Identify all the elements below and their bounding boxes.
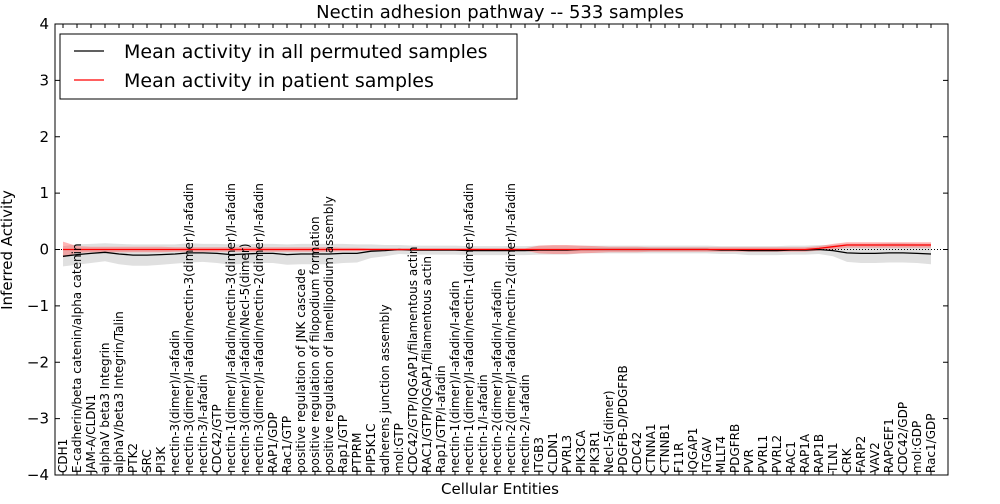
x-tick-label: mol:GDP bbox=[910, 421, 924, 473]
x-tick-label: VAV2 bbox=[868, 442, 882, 473]
x-tick-label: nectin-1(dimer)/I-afadin/I-afadin bbox=[448, 281, 462, 473]
x-tick-label: ITGAV bbox=[700, 436, 714, 473]
y-axis-label: Inferred Activity bbox=[0, 190, 16, 310]
x-tick-label: TLN1 bbox=[826, 442, 840, 474]
x-tick-label: PVR bbox=[742, 449, 756, 473]
x-tick-label: RAP1B bbox=[812, 434, 826, 473]
x-tick-label: nectin-1/I-afadin bbox=[476, 374, 490, 473]
x-tick-label: PDGFRB bbox=[728, 424, 742, 473]
x-tick-label: RAP1A bbox=[798, 433, 812, 473]
x-tick-label: Rap1/GTP bbox=[336, 415, 350, 473]
x-tick-label: alphaV beta3 Integrin bbox=[98, 342, 112, 473]
y-tick-label: −4 bbox=[27, 466, 49, 484]
x-tick-label: Necl-5(dimer) bbox=[602, 390, 616, 473]
x-tick-label: F11R bbox=[672, 442, 686, 473]
x-tick-label: PI3K bbox=[154, 446, 168, 473]
x-tick-label: nectin-2(dimer)/I-afadin/nectin-2(dimer)… bbox=[504, 183, 518, 473]
x-tick-label: nectin-3(dimer)/I-afadin bbox=[168, 330, 182, 473]
x-tick-label: RAC1/GTP/IQGAP1/filamentous actin bbox=[420, 256, 434, 473]
legend-label-patient: Mean activity in patient samples bbox=[124, 70, 434, 92]
x-tick-label: positive regulation of filopodium format… bbox=[308, 216, 322, 473]
x-tick-label: RAPGEF1 bbox=[882, 418, 896, 473]
x-tick-label: PIK3CA bbox=[574, 429, 588, 473]
series-lines bbox=[55, 244, 948, 257]
axes: −4 −3 −2 −1 0 1 2 3 4 bbox=[27, 15, 949, 484]
x-tick-label: nectin-1(dimer)/I-afadin/nectin-3(dimer)… bbox=[224, 183, 238, 473]
x-tick-label: CLDN1 bbox=[546, 432, 560, 473]
x-tick-label: CTNNA1 bbox=[644, 423, 658, 473]
x-tick-label: IQGAP1 bbox=[686, 428, 700, 473]
y-tick-label: −1 bbox=[27, 297, 49, 315]
x-axis-label: Cellular Entities bbox=[441, 480, 559, 498]
x-tick-label: CTNNB1 bbox=[658, 423, 672, 473]
series-line-permuted bbox=[62, 248, 932, 257]
x-tick-labels: CDH1 E-cadherin/beta catenin/alpha cateni… bbox=[56, 183, 938, 474]
x-tick-label: ITGB3 bbox=[532, 437, 546, 473]
y-tick-label: −2 bbox=[27, 353, 49, 371]
legend: Mean activity in all permuted samples Mea… bbox=[59, 33, 518, 100]
x-tick-label: nectin-2/I-afadin bbox=[518, 374, 532, 473]
x-tick-label: PIK3R1 bbox=[588, 431, 602, 473]
x-tick-label: SRC bbox=[140, 449, 154, 473]
x-tick-label: CRK bbox=[840, 447, 854, 473]
x-tick-label: nectin-2(dimer)/I-afadin/I-afadin bbox=[490, 281, 504, 473]
y-tick-label: 3 bbox=[39, 71, 49, 89]
x-tick-label: CDC42/GTP/IQGAP1/filamentous actin bbox=[406, 247, 420, 473]
x-tick-label: RAP1/GDP bbox=[266, 412, 280, 473]
x-tick-label: positive regulation of JNK cascade bbox=[294, 269, 308, 473]
x-tick-label: nectin-3(dimer)/I-afadin/Necl-5(dimer) bbox=[238, 243, 252, 473]
x-tick-label: Rac1/GTP bbox=[280, 416, 294, 473]
x-tick-label: mol:GTP bbox=[392, 423, 406, 473]
x-tick-label: E-cadherin/beta catenin/alpha catenin bbox=[70, 243, 84, 473]
x-tick-label: alphaV/beta3 Integrin/Talin bbox=[112, 311, 126, 473]
x-tick-label: JAM-A/CLDN1 bbox=[84, 394, 98, 474]
x-tick-label: nectin-3(dimer)/I-afadin/nectin-2(dimer)… bbox=[252, 183, 266, 473]
x-tick-label: adherens junction assembly bbox=[378, 304, 392, 473]
x-tick-label: FARP2 bbox=[854, 436, 868, 473]
x-tick-label: CDH1 bbox=[56, 439, 70, 473]
x-tick-label: PIP5K1C bbox=[364, 423, 378, 473]
x-tick-label: nectin-3(dimer)/I-afadin/nectin-3(dimer)… bbox=[182, 183, 196, 473]
chart-title: Nectin adhesion pathway -- 533 samples bbox=[316, 2, 684, 23]
x-tick-label: PDGFB-D/PDGFRB bbox=[616, 365, 630, 473]
x-tick-label: PVRL2 bbox=[770, 435, 784, 473]
x-tick-label: MLLT4 bbox=[714, 436, 728, 473]
x-tick-label: nectin-3/I-afadin bbox=[196, 374, 210, 473]
x-tick-label: CDC42 bbox=[630, 432, 644, 473]
x-tick-label: nectin-1(dimer)/I-afadin/nectin-1(dimer)… bbox=[462, 183, 476, 473]
legend-label-permuted: Mean activity in all permuted samples bbox=[124, 41, 487, 63]
y-tick-label: 1 bbox=[39, 184, 49, 202]
x-tick-label: PVRL3 bbox=[560, 435, 574, 473]
x-tick-label: Rap1/GTP/I-afadin bbox=[434, 365, 448, 473]
x-tick-label: Rac1/GDP bbox=[924, 414, 938, 473]
y-tick-label: −3 bbox=[27, 410, 49, 428]
x-tick-label: PTK2 bbox=[126, 443, 140, 473]
y-tick-label: 2 bbox=[39, 128, 49, 146]
series-line-patient bbox=[63, 244, 931, 251]
x-tick-label: positive regulation of lamellipodium ass… bbox=[322, 196, 336, 473]
y-tick-label: 0 bbox=[39, 241, 49, 259]
x-tick-label: RAC1 bbox=[784, 441, 798, 473]
x-tick-label: PTPRM bbox=[350, 433, 364, 474]
x-tick-label: CDC42/GTP bbox=[210, 404, 224, 473]
legend-box bbox=[59, 33, 518, 100]
y-tick-label: 4 bbox=[39, 15, 49, 33]
x-tick-label: CDC42/GDP bbox=[896, 402, 910, 473]
x-tick-label: PVRL1 bbox=[756, 435, 770, 473]
